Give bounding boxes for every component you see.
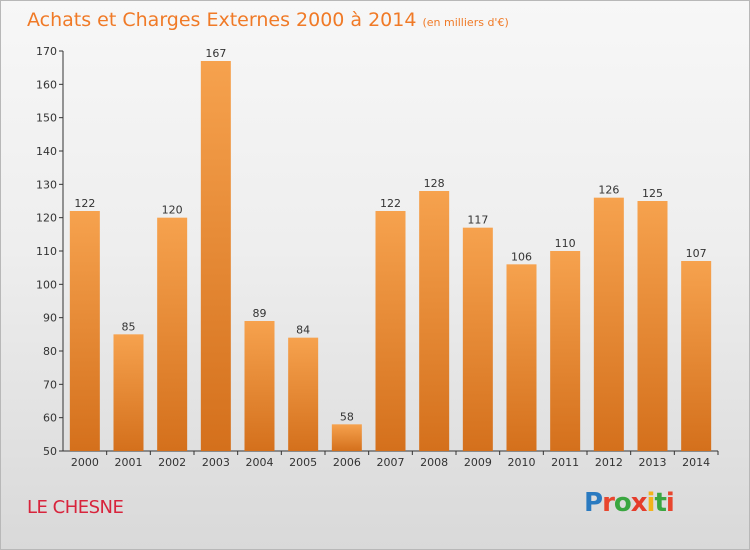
y-tick-label: 170 <box>36 45 57 58</box>
y-tick-label: 120 <box>36 212 57 225</box>
data-label-2005: 84 <box>296 324 310 337</box>
x-axis: 2000 2001 2002 2003 2004 2005 2006 2007 2008 2009… <box>63 450 719 469</box>
bar-2003[interactable] <box>200 61 231 451</box>
y-tick-label: 60 <box>43 412 57 425</box>
bar-2007[interactable] <box>375 211 406 451</box>
y-tick-label: 150 <box>36 112 57 125</box>
y-tick-label: 160 <box>36 78 57 91</box>
bar-2012[interactable] <box>593 197 624 451</box>
data-label-2008: 128 <box>424 177 445 190</box>
data-labels: 122 85 120 167 89 84 58 122 128 117 106 110 126 125 10… <box>74 47 706 423</box>
x-tick-label: 2003 <box>202 456 230 469</box>
logo-letter: x <box>630 488 648 518</box>
x-tick-label: 2007 <box>377 456 405 469</box>
data-label-2014: 107 <box>686 247 707 260</box>
y-tick-label: 70 <box>43 378 57 391</box>
y-tick-label: 90 <box>43 312 57 325</box>
bar-2000[interactable] <box>69 211 100 451</box>
y-tick-label: 130 <box>36 178 57 191</box>
x-tick-label: 2012 <box>595 456 623 469</box>
bar-2001[interactable] <box>113 334 144 451</box>
x-tick-label: 2009 <box>464 456 492 469</box>
bar-2004[interactable] <box>244 321 275 451</box>
title-unit: (en milliers d'€) <box>422 16 509 29</box>
logo-letter: t <box>654 488 666 518</box>
y-tick-label: 140 <box>36 145 57 158</box>
bar-2011[interactable] <box>550 251 581 451</box>
x-tick-label: 2013 <box>639 456 667 469</box>
data-label-2010: 106 <box>511 250 532 263</box>
bar-2002[interactable] <box>157 217 188 451</box>
bar-2008[interactable] <box>419 191 450 451</box>
x-tick-label: 2014 <box>682 456 710 469</box>
logo-letter: P <box>584 488 603 518</box>
proxiti-logo[interactable]: Proxiti <box>584 488 675 518</box>
logo-letter: o <box>613 488 632 518</box>
bars <box>69 61 712 451</box>
commune-name: LE CHESNE <box>27 497 124 518</box>
y-tick-label: 50 <box>43 445 57 458</box>
bar-2006[interactable] <box>331 424 362 451</box>
data-label-2001: 85 <box>122 320 136 333</box>
data-label-2003: 167 <box>205 47 226 60</box>
data-label-2002: 120 <box>162 204 183 217</box>
logo-letter: i <box>646 488 656 518</box>
bar-2014[interactable] <box>681 261 712 451</box>
bar-2009[interactable] <box>462 227 493 451</box>
logo-letter: r <box>602 488 615 518</box>
x-tick-label: 2000 <box>71 456 99 469</box>
y-tick-label: 80 <box>43 345 57 358</box>
bar-2013[interactable] <box>637 201 668 451</box>
bar-2005[interactable] <box>288 337 319 451</box>
y-tick-label: 110 <box>36 245 57 258</box>
data-label-2004: 89 <box>253 307 267 320</box>
x-tick-label: 2004 <box>246 456 274 469</box>
x-tick-label: 2002 <box>158 456 186 469</box>
data-label-2006: 58 <box>340 410 354 423</box>
y-tick-label: 100 <box>36 278 57 291</box>
y-axis: 50 60 70 80 90 100 110 120 130 140 150 160 170 <box>36 45 64 458</box>
chart-title: Achats et Charges Externes 2000 à 2014 (e… <box>27 9 509 31</box>
data-label-2007: 122 <box>380 197 401 210</box>
data-label-2009: 117 <box>467 214 488 227</box>
logo-letter: i <box>665 488 675 518</box>
data-label-2011: 110 <box>555 237 576 250</box>
bar-2010[interactable] <box>506 264 537 451</box>
x-tick-label: 2011 <box>551 456 579 469</box>
data-label-2000: 122 <box>74 197 95 210</box>
x-tick-label: 2001 <box>115 456 143 469</box>
x-tick-label: 2006 <box>333 456 361 469</box>
data-label-2013: 125 <box>642 187 663 200</box>
data-label-2012: 126 <box>598 184 619 197</box>
x-tick-label: 2005 <box>289 456 317 469</box>
x-tick-label: 2010 <box>508 456 536 469</box>
x-tick-label: 2008 <box>420 456 448 469</box>
title-text: Achats et Charges Externes 2000 à 2014 <box>27 9 417 31</box>
